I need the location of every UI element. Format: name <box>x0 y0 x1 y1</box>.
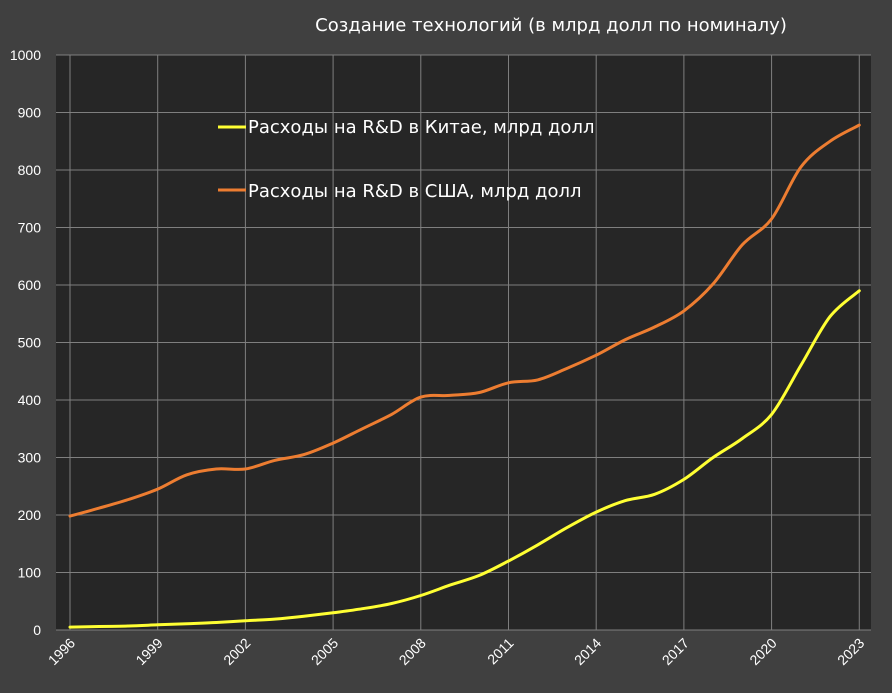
legend-label-usa: Расходы на R&D в США, млрд долл <box>248 181 582 202</box>
y-tick-label: 100 <box>18 565 42 581</box>
legend: Расходы на R&D в Китае, млрд долл Расход… <box>218 117 594 202</box>
y-tick-label: 500 <box>18 335 42 351</box>
y-tick-label: 600 <box>18 277 42 293</box>
y-tick-label: 700 <box>18 220 42 236</box>
y-tick-label: 800 <box>18 162 42 178</box>
series-lines <box>68 123 861 629</box>
y-axis: 0 100 200 300 400 500 600 700 800 900 1000 <box>10 47 41 638</box>
y-tick-label: 900 <box>18 105 42 121</box>
y-tick-label: 300 <box>18 450 42 466</box>
y-tick-label: 400 <box>18 392 42 408</box>
chart-title: Создание технологий (в млрд долл по номи… <box>315 15 787 36</box>
series-line-usa <box>68 123 861 518</box>
series-line-china <box>68 289 861 629</box>
y-tick-label: 200 <box>18 507 42 523</box>
y-tick-label: 0 <box>33 622 41 638</box>
legend-label-china: Расходы на R&D в Китае, млрд долл <box>248 117 594 138</box>
gridlines <box>56 54 871 631</box>
y-tick-label: 1000 <box>10 47 41 63</box>
